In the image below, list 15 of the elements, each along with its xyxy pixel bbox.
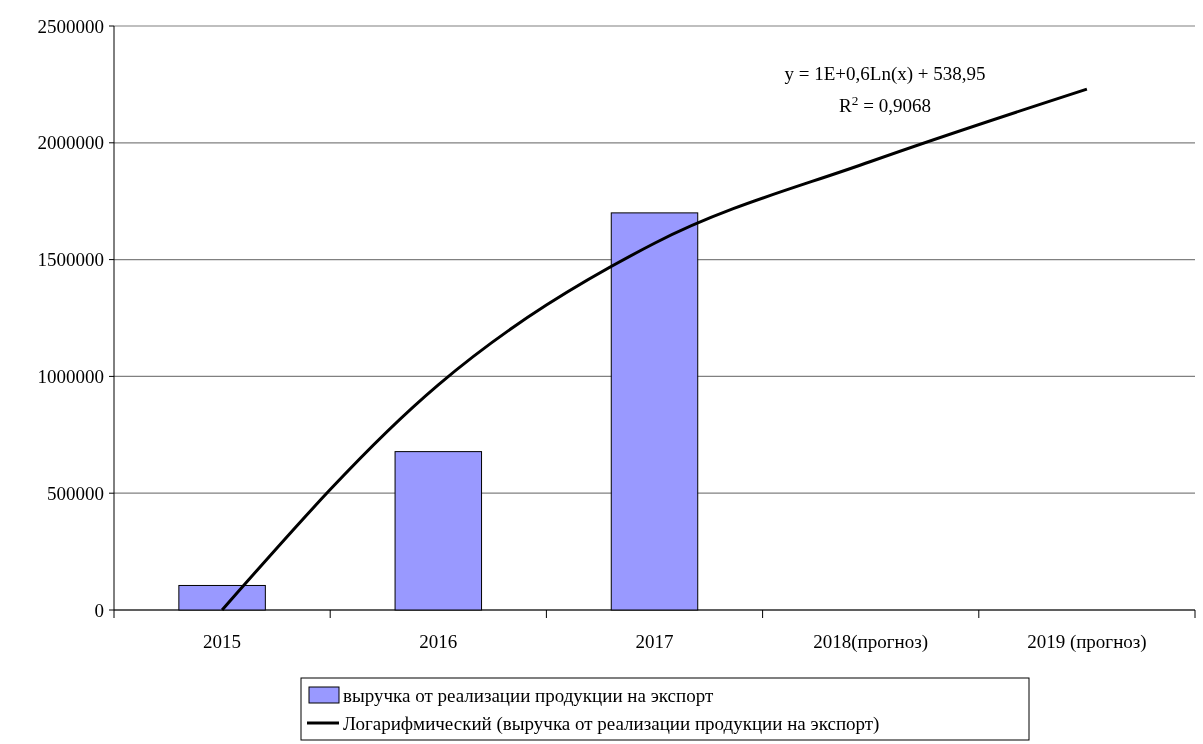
x-tick-label: 2015 xyxy=(203,631,242,652)
x-tick-label: 2016 xyxy=(419,631,458,652)
y-tick-label: 2000000 xyxy=(37,132,104,154)
legend-label: Логарифмический (выручка от реализации продукции на экспорт) xyxy=(343,712,880,735)
x-tick-label: 2018(прогноз) xyxy=(813,631,929,653)
annotation: R$^{2}$ = 0,9068 xyxy=(839,92,931,116)
y-tick-label: 0 xyxy=(94,599,104,621)
x-tick-label: 2017 xyxy=(635,631,674,652)
y-tick-label: 1500000 xyxy=(37,249,104,271)
y-tick-label: 500000 xyxy=(47,482,104,504)
y-tick-label: 1000000 xyxy=(37,366,104,388)
x-tick-label: 2019 (прогноз) xyxy=(1027,631,1147,653)
y-tick-label: 2500000 xyxy=(37,15,104,37)
legend-label: выручка от реализации продукции на экспорт xyxy=(343,684,714,706)
annotation: y = 1E+0,6Ln(x) + 538,95 xyxy=(784,63,986,85)
